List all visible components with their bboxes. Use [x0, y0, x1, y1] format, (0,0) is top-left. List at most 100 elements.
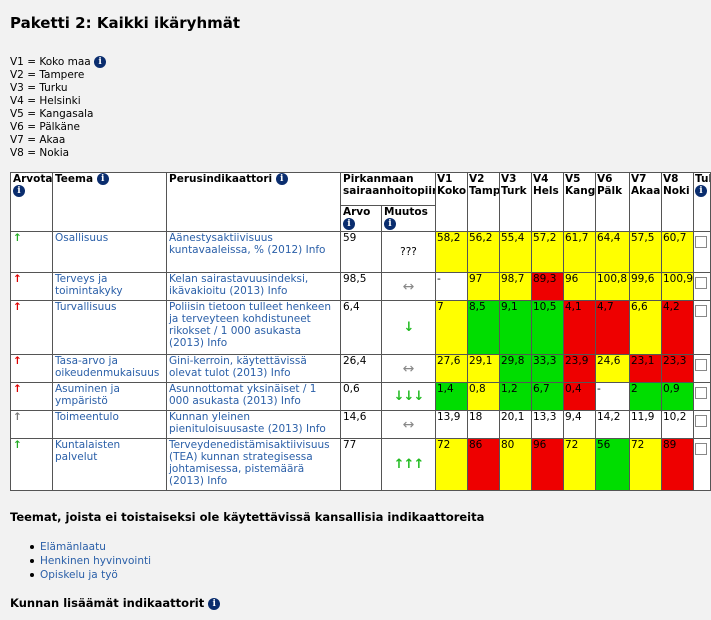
municipality-value-cell: 56 — [595, 438, 630, 491]
municipality-value-cell: 18 — [467, 410, 500, 439]
arrow-up-icon: ↑ — [13, 383, 22, 396]
municipality-value-cell: 29,1 — [467, 354, 500, 383]
municipality-value-cell: 9,1 — [499, 300, 532, 355]
row-checkbox[interactable] — [695, 305, 707, 317]
info-icon[interactable]: i — [13, 185, 25, 197]
theme-cell: Osallisuus — [52, 231, 167, 273]
info-icon[interactable]: i — [343, 218, 355, 230]
change-cell: ↔ — [381, 354, 436, 383]
indicator-link[interactable]: Terveydenedistämisaktiivisuus (TEA) kunn… — [169, 439, 330, 488]
legend-item: V6 = Pälkäne — [10, 121, 80, 133]
section-title: Teemat, joista ei toistaiseksi ole käyte… — [10, 510, 485, 524]
col-header-v4[interactable]: V4 Hels — [531, 172, 564, 232]
legend-item: V2 = Tampere — [10, 69, 85, 81]
col-header-tul: Tul i — [693, 172, 711, 232]
legend-item: V3 = Turku — [10, 82, 68, 94]
row-checkbox[interactable] — [695, 359, 707, 371]
theme-link[interactable]: Toimeentulo — [55, 411, 119, 424]
municipality-value-cell: - — [435, 272, 468, 301]
table-row: ↑ Toimeentulo Kunnan yleinen pienituloisuu… — [10, 410, 711, 439]
theme-cell: Tasa-arvo ja oikeudenmukaisuus — [52, 354, 167, 383]
indicator-cell: Gini-kerroin, käytettävissä olevat tulot… — [166, 354, 341, 383]
indicator-cell: Äänestysaktiivisuus kuntavaaleissa, % (2… — [166, 231, 341, 273]
indicator-cell: Kelan sairastavuusindeksi, ikävakioitu (… — [166, 272, 341, 301]
col-header-v3[interactable]: V3 Turk — [499, 172, 532, 232]
trend-arrow-icon: ↑↑↑ — [393, 457, 425, 472]
municipality-value-cell: 57,5 — [629, 231, 662, 273]
indicator-link[interactable]: Kelan sairastavuusindeksi, ikävakioitu (… — [169, 273, 309, 298]
col-header-v8[interactable]: V8 Noki — [661, 172, 694, 232]
col-header-v1[interactable]: V1 Koko — [435, 172, 468, 232]
theme-link[interactable]: Terveys ja toimintakyky — [55, 273, 123, 298]
bullet-icon — [30, 559, 34, 563]
row-checkbox[interactable] — [695, 415, 707, 427]
municipality-value-cell: 72 — [629, 438, 662, 491]
rank-arrow-cell: ↑ — [10, 410, 53, 439]
theme-cell: Toimeentulo — [52, 410, 167, 439]
col-header-arvo: Arvo i — [340, 205, 382, 232]
indicator-link[interactable]: Asunnottomat yksinäiset / 1 000 asukasta… — [169, 383, 317, 408]
theme-link[interactable]: Henkinen hyvinvointi — [40, 555, 152, 567]
municipality-value-cell: 99,6 — [629, 272, 662, 301]
row-checkbox-cell — [693, 272, 711, 301]
info-icon[interactable]: i — [275, 173, 288, 185]
municipality-value-cell: 98,7 — [499, 272, 532, 301]
row-checkbox[interactable] — [695, 236, 707, 248]
value-cell: 59 — [340, 231, 382, 273]
col-header-perusindikaattori: Perusindikaattori i — [166, 172, 341, 232]
municipality-value-cell: 4,1 — [563, 300, 596, 355]
municipality-value-cell: 0,8 — [467, 382, 500, 411]
info-icon[interactable]: i — [208, 597, 221, 610]
municipality-value-cell: 24,6 — [595, 354, 630, 383]
info-icon[interactable]: i — [96, 173, 109, 185]
municipality-value-cell: 86 — [467, 438, 500, 491]
change-cell: ↓ — [381, 300, 436, 355]
info-icon[interactable]: i — [695, 185, 707, 197]
col-header-v2[interactable]: V2 Tamp — [467, 172, 500, 232]
indicator-link[interactable]: Kunnan yleinen pienituloisuusaste (2013)… — [169, 411, 326, 436]
change-cell: ↓↓↓ — [381, 382, 436, 411]
trend-arrow-icon: ↓↓↓ — [393, 389, 425, 404]
municipality-value-cell: - — [595, 382, 630, 411]
arrow-up-icon: ↑ — [13, 232, 22, 245]
indicator-cell: Kunnan yleinen pienituloisuusaste (2013)… — [166, 410, 341, 439]
municipality-value-cell: 2 — [629, 382, 662, 411]
value-cell: 14,6 — [340, 410, 382, 439]
indicator-link[interactable]: Äänestysaktiivisuus kuntavaaleissa, % (2… — [169, 232, 326, 257]
info-icon[interactable]: i — [384, 218, 396, 230]
indicator-link[interactable]: Poliisin tietoon tulleet henkeen ja terv… — [169, 301, 331, 350]
table-row: ↑ Osallisuus Äänestysaktiivisuus kuntavaal… — [10, 231, 711, 273]
col-header-v7[interactable]: V7 Akaa — [629, 172, 662, 232]
indicator-link[interactable]: Gini-kerroin, käytettävissä olevat tulot… — [169, 355, 307, 380]
theme-link[interactable]: Kuntalaisten palvelut — [55, 439, 121, 464]
theme-link[interactable]: Elämänlaatu — [40, 541, 106, 553]
trend-arrow-icon: ↓ — [403, 320, 415, 335]
info-icon[interactable]: i — [94, 56, 107, 68]
theme-link[interactable]: Asuminen ja ympäristö — [55, 383, 120, 408]
arrow-both-icon: ↔ — [402, 416, 415, 433]
arrow-up-icon: ↑ — [13, 439, 22, 452]
arrow-up-icon: ↑ — [13, 411, 22, 424]
indicator-table: Arvota i Teema i Perusindikaattori i Pirk… — [10, 172, 711, 491]
table-row: ↑ Terveys ja toimintakyky Kelan sairastavu… — [10, 272, 711, 301]
col-header-arvota[interactable]: Arvota i — [10, 172, 53, 232]
indicator-cell: Asunnottomat yksinäiset / 1 000 asukasta… — [166, 382, 341, 411]
theme-link[interactable]: Tasa-arvo ja oikeudenmukaisuus — [55, 355, 160, 380]
col-header-v6[interactable]: V6 Pälk — [595, 172, 630, 232]
theme-link[interactable]: Opiskelu ja työ — [40, 569, 118, 581]
municipality-value-cell: 8,5 — [467, 300, 500, 355]
row-checkbox[interactable] — [695, 387, 707, 399]
col-header-muutos: Muutos i — [381, 205, 436, 232]
col-header-teema: Teema i — [52, 172, 167, 232]
row-checkbox[interactable] — [695, 443, 707, 455]
row-checkbox-cell — [693, 410, 711, 439]
row-checkbox-cell — [693, 231, 711, 273]
municipality-value-cell: 80 — [499, 438, 532, 491]
col-header-v5[interactable]: V5 Kang — [563, 172, 596, 232]
theme-link[interactable]: Osallisuus — [55, 232, 109, 245]
theme-link[interactable]: Turvallisuus — [55, 301, 117, 314]
row-checkbox[interactable] — [695, 277, 707, 289]
arrow-both-icon: ↔ — [402, 278, 415, 295]
legend-item: V5 = Kangasala — [10, 108, 94, 120]
legend-item: V1 = Koko maa — [10, 56, 91, 68]
